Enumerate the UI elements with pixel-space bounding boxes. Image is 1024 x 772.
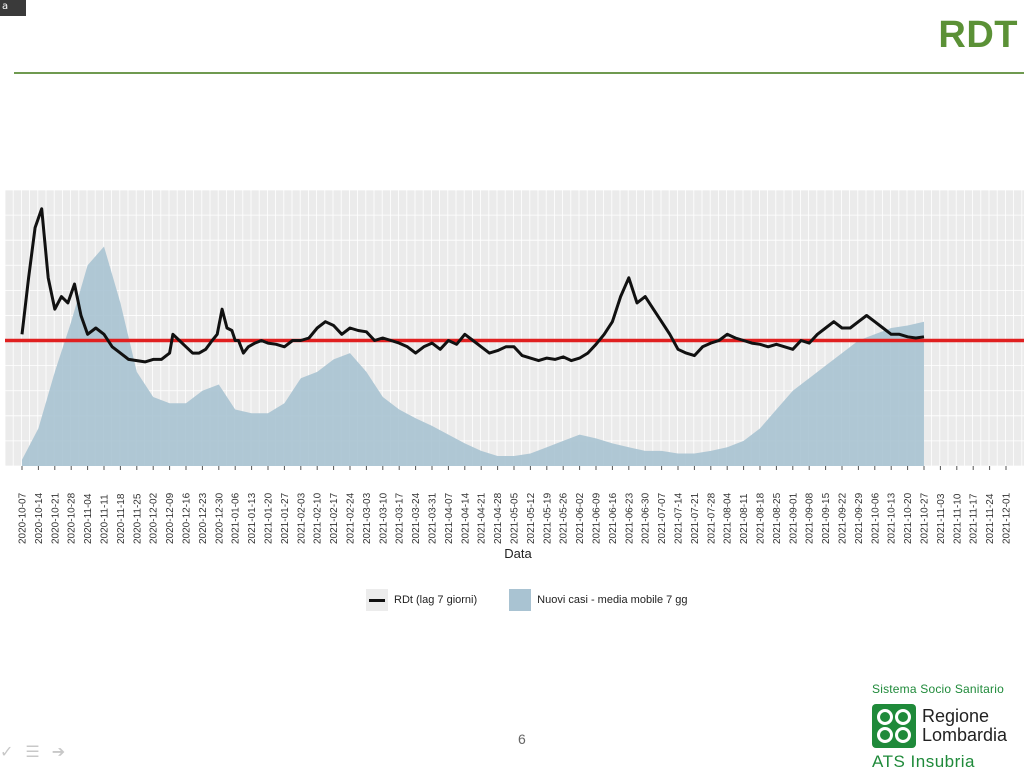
x-tick-label: 2021-06-16 — [608, 492, 619, 544]
rdt-chart: 2020-10-07 2020-10-14 2020-10-21 2020-10-28… — [4, 189, 1024, 561]
cases-area-path — [22, 246, 924, 466]
page-number: 6 — [518, 731, 526, 747]
x-tick-label: 2021-09-29 — [854, 492, 865, 544]
x-tick-label: 2021-11-17 — [969, 493, 980, 544]
x-tick-label: 2020-12-30 — [214, 492, 225, 544]
x-tick-label: 2021-02-10 — [313, 492, 324, 544]
x-tick-label: 2021-11-03 — [936, 493, 947, 544]
x-tick-label: 2021-11-10 — [952, 493, 963, 544]
arrow-right-icon[interactable]: ➔ — [51, 744, 66, 761]
x-tick-label: 2021-04-14 — [460, 492, 471, 544]
legend-line-key — [366, 589, 388, 611]
x-tick-label: 2020-12-23 — [198, 492, 209, 544]
x-tick-label: 2021-08-11 — [739, 493, 750, 544]
x-tick-label: 2021-10-06 — [870, 492, 881, 544]
x-tick-label: 2021-06-09 — [592, 492, 603, 544]
logo: Sistema Socio Sanitario Regione Lombardi… — [872, 682, 1024, 772]
x-tick-label: 2021-08-18 — [756, 492, 767, 544]
logo-top-text: Sistema Socio Sanitario — [872, 682, 1004, 696]
x-tick-label: 2021-09-15 — [821, 492, 832, 544]
logo-word-lombardia: Lombardia — [922, 725, 1008, 745]
x-tick-label: 2021-06-02 — [575, 492, 586, 544]
x-tick-label: 2021-06-30 — [641, 492, 652, 544]
x-tick-label: 2021-01-13 — [247, 492, 258, 544]
slideshow-controls: ✓ ☰ ➔ — [0, 742, 65, 762]
x-tick-label: 2021-10-27 — [920, 492, 931, 544]
x-tick-label: 2020-11-04 — [83, 493, 94, 544]
legend-item-rdt: RDt (lag 7 giorni) — [366, 589, 477, 611]
x-tick-label: 2021-02-24 — [346, 492, 357, 544]
x-tick-label: 2020-11-25 — [132, 493, 143, 544]
window-tab[interactable]: a — [0, 0, 26, 16]
x-tick-label: 2020-10-28 — [67, 492, 78, 544]
x-tick-label: 2021-05-26 — [559, 492, 570, 544]
x-tick-label: 2021-04-21 — [477, 492, 488, 544]
x-tick-label: 2020-12-02 — [149, 492, 160, 544]
x-tick-label: 2021-08-04 — [723, 492, 734, 544]
x-tick-label: 2021-07-21 — [690, 492, 701, 544]
slide-title: RDT — [938, 14, 1018, 56]
rdt-line — [20, 207, 925, 364]
x-tick-label: 2021-05-19 — [542, 492, 553, 544]
x-axis-label: Data — [504, 546, 532, 561]
x-tick-label: 2021-09-01 — [788, 492, 799, 544]
x-tick-label: 2021-03-24 — [411, 492, 422, 544]
x-tick-label: 2021-11-24 — [985, 493, 996, 544]
x-tick-label: 2021-03-10 — [378, 492, 389, 544]
logo-mark-icon — [872, 704, 916, 748]
menu-icon[interactable]: ☰ — [25, 744, 40, 761]
x-tick-label: 2021-10-20 — [903, 492, 914, 544]
logo-bottom-text: ATS Insubria — [872, 752, 976, 771]
x-tick-label: 2020-10-07 — [18, 492, 29, 544]
check-icon[interactable]: ✓ — [0, 744, 14, 761]
x-tick-label: 2020-11-18 — [116, 493, 127, 544]
x-tick-label: 2021-03-03 — [362, 492, 373, 544]
x-tick-label: 2020-10-21 — [50, 492, 61, 544]
x-tick-label: 2021-01-27 — [280, 492, 291, 544]
chart-legend: RDt (lag 7 giorni) Nuovi casi - media mo… — [366, 589, 720, 611]
x-tick-label: 2021-07-28 — [706, 492, 717, 544]
x-tick-label: 2021-07-14 — [674, 492, 685, 544]
legend-label-rdt: RDt (lag 7 giorni) — [394, 594, 478, 606]
x-tick-label: 2020-12-09 — [165, 492, 176, 544]
x-axis-ticks: 2020-10-07 2020-10-14 2020-10-21 2020-10-28… — [18, 466, 1013, 544]
x-tick-label: 2021-06-23 — [624, 492, 635, 544]
x-tick-label: 2020-10-14 — [34, 492, 45, 544]
x-tick-label: 2021-04-07 — [444, 492, 455, 544]
legend-label-cases: Nuovi casi - media mobile 7 gg — [537, 594, 688, 606]
title-divider — [14, 72, 1024, 74]
x-tick-label: 2021-10-13 — [887, 492, 898, 544]
logo-word-regione: Regione — [922, 706, 990, 726]
x-tick-label: 2021-08-25 — [772, 492, 783, 544]
x-tick-label: 2020-11-11 — [100, 494, 111, 544]
x-tick-label: 2020-12-16 — [182, 492, 193, 544]
x-tick-label: 2021-05-12 — [526, 492, 537, 544]
legend-item-cases: Nuovi casi - media mobile 7 gg — [509, 589, 688, 611]
x-tick-label: 2021-03-31 — [428, 492, 439, 544]
logo-main: Regione Lombardia — [872, 704, 1024, 748]
logo-words: Regione Lombardia — [922, 707, 1007, 745]
cases-area — [22, 246, 924, 466]
x-tick-label: 2021-02-03 — [296, 492, 307, 544]
x-tick-label: 2021-12-01 — [1002, 492, 1013, 544]
x-tick-label: 2021-03-17 — [395, 492, 406, 544]
legend-area-key — [509, 589, 532, 611]
x-tick-label: 2021-04-28 — [493, 492, 504, 544]
x-tick-label: 2021-01-20 — [264, 492, 275, 544]
x-tick-label: 2021-02-17 — [329, 492, 340, 544]
x-tick-label: 2021-09-22 — [838, 492, 849, 544]
rdt-line-path — [20, 207, 925, 364]
x-tick-label: 2021-07-07 — [657, 492, 668, 544]
x-tick-label: 2021-01-06 — [231, 492, 242, 544]
x-tick-label: 2021-05-05 — [510, 492, 521, 544]
x-tick-label: 2021-09-08 — [805, 492, 816, 544]
